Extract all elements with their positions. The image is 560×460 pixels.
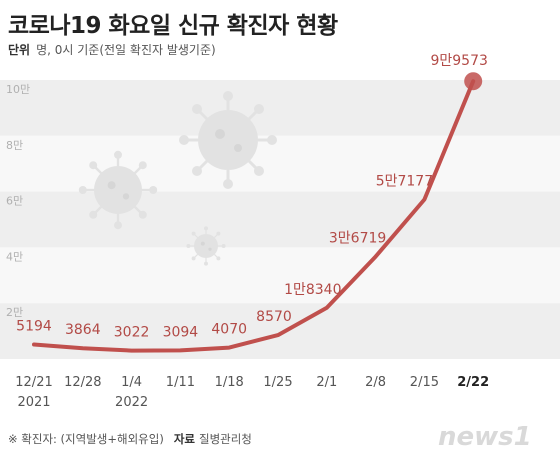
source-label: 자료 bbox=[173, 432, 195, 446]
y-tick-label: 10만 bbox=[6, 83, 30, 96]
unit-label: 단위 bbox=[8, 43, 31, 57]
value-label: 9만9573 bbox=[430, 53, 487, 69]
x-tick-label: 1/11 bbox=[166, 375, 195, 390]
value-label: 3022 bbox=[114, 325, 150, 341]
value-label: 4070 bbox=[211, 322, 247, 338]
x-tick-label: 12/28 bbox=[64, 375, 101, 390]
source-value: 질병관리청 bbox=[198, 432, 252, 446]
chart-title: 코로나19 화요일 신규 확진자 현황 bbox=[8, 13, 338, 39]
y-tick-label: 6만 bbox=[6, 195, 23, 208]
x-tick-label: 2022 bbox=[115, 395, 148, 410]
value-label: 5194 bbox=[16, 319, 52, 335]
y-tick-label: 4만 bbox=[6, 250, 23, 263]
logo-text: news1 bbox=[438, 422, 532, 452]
highlight-point bbox=[464, 72, 483, 91]
x-tick-label: 2/15 bbox=[410, 375, 439, 390]
grid-band bbox=[0, 80, 560, 136]
value-label: 5만7177 bbox=[376, 173, 433, 189]
x-tick-label: 2/8 bbox=[365, 375, 386, 390]
grid-band bbox=[0, 135, 560, 192]
chart-subtitle: 단위 명, 0시 기준(전일 확진자 발생기준) bbox=[8, 41, 216, 58]
x-tick-label: 2021 bbox=[17, 395, 50, 410]
unit-text: 명, 0시 기준(전일 확진자 발생기준) bbox=[36, 43, 216, 57]
grid-band bbox=[0, 247, 560, 304]
y-tick-label: 2만 bbox=[6, 306, 23, 319]
x-tick-label: 2/22 bbox=[457, 375, 489, 390]
footnote-note: ※ 확진자: (지역발생+해외유입) bbox=[8, 432, 164, 446]
x-tick-label: 1/25 bbox=[263, 375, 292, 390]
y-tick-label: 8만 bbox=[6, 139, 23, 152]
value-label: 8570 bbox=[256, 309, 292, 325]
x-tick-label: 1/4 bbox=[121, 375, 142, 390]
value-label: 1만8340 bbox=[284, 282, 341, 298]
x-tick-label: 1/18 bbox=[215, 375, 244, 390]
news1-logo: news1 bbox=[438, 422, 532, 452]
value-label: 3094 bbox=[163, 324, 199, 340]
value-label: 3864 bbox=[65, 322, 101, 338]
value-label: 3만6719 bbox=[329, 231, 386, 247]
x-tick-label: 2/1 bbox=[316, 375, 337, 390]
grid-band bbox=[0, 191, 560, 248]
series-line bbox=[32, 79, 476, 353]
x-tick-label: 12/21 bbox=[15, 375, 52, 390]
footnote: ※ 확진자: (지역발생+해외유입) 자료 질병관리청 bbox=[8, 431, 252, 447]
